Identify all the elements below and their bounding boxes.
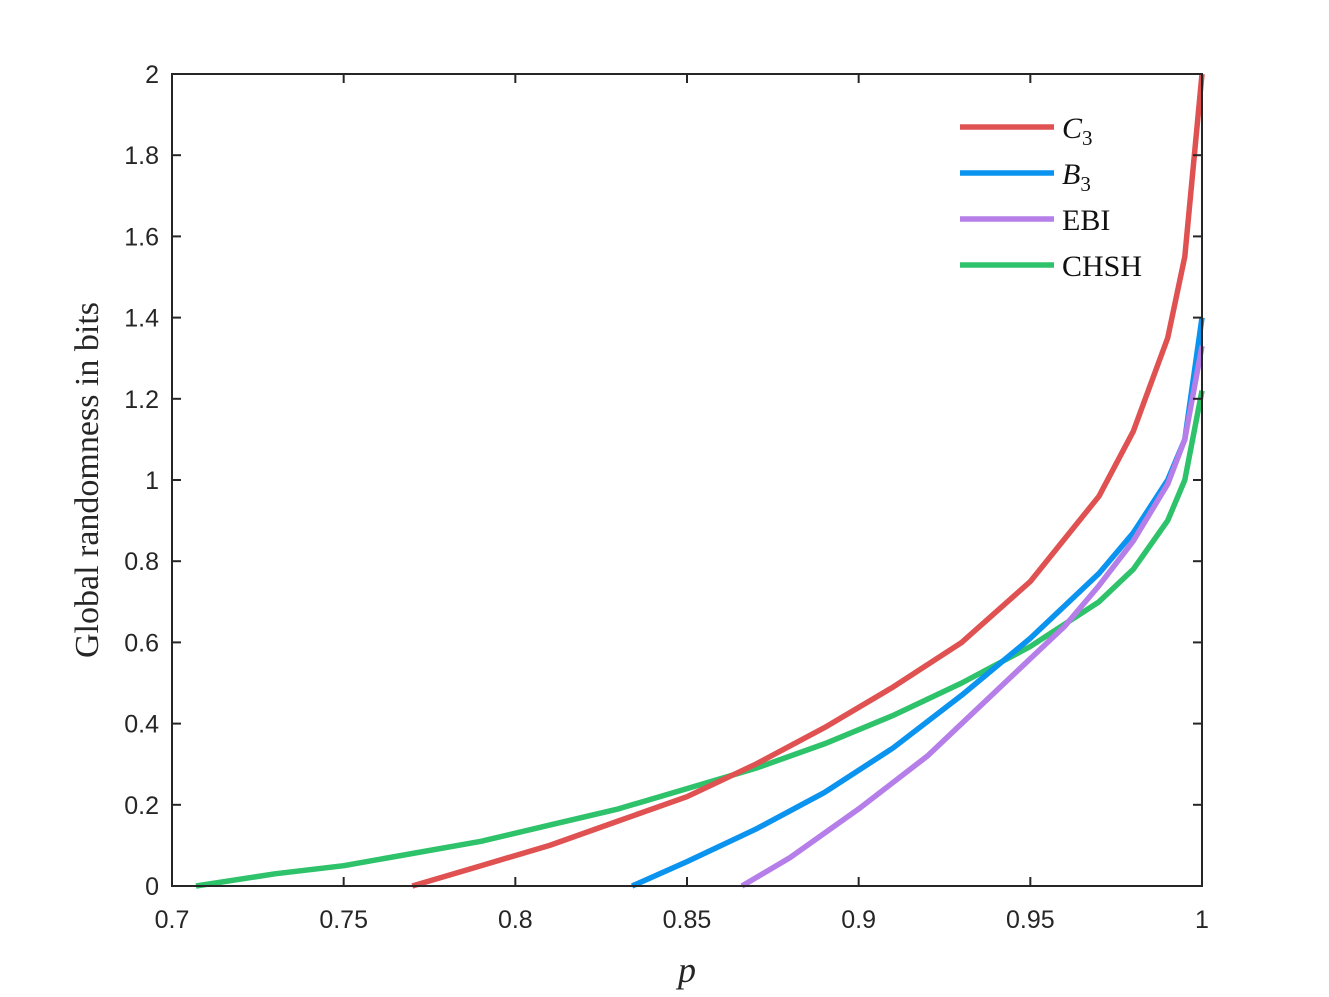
x-tick-label: 0.75 (319, 906, 368, 934)
x-axis-label: p (675, 950, 696, 990)
y-axis-label: Global randomness in bits (69, 302, 106, 658)
ticks-layer (171, 73, 1203, 887)
y-tick-label: 1.4 (124, 305, 159, 333)
series-line-ebi (740, 345, 1205, 889)
y-tick-label: 1.2 (124, 386, 159, 414)
x-tick-label: 0.85 (663, 906, 712, 934)
y-tick-label: 2 (145, 61, 159, 89)
tick-labels-layer: 0.7 0.75 0.8 0.85 0.9 0.95 1 0 0.2 0.4 0.6 0.8 1 1.2 1… (124, 61, 1209, 934)
y-tick-label: 0.4 (124, 711, 159, 739)
y-tick-label: 1.8 (124, 142, 159, 170)
series-line-chsh (195, 390, 1205, 889)
y-tick-label: 1.6 (124, 223, 159, 251)
legend-label-ebi: EBI (1062, 204, 1110, 237)
legend-label-chsh: CHSH (1062, 250, 1142, 283)
series-layer (195, 73, 1205, 889)
series-line-c (411, 73, 1205, 889)
x-tick-label: 1 (1195, 906, 1209, 934)
x-tick-label: 0.9 (841, 906, 876, 934)
y-tick-label: 0 (145, 873, 159, 901)
x-tick-label: 0.95 (1006, 906, 1055, 934)
y-tick-label: 1 (145, 467, 159, 495)
y-tick-label: 0.8 (124, 548, 159, 576)
legend: C3 B3 EBI CHSH (960, 112, 1142, 283)
y-tick-label: 0.2 (124, 792, 159, 820)
legend-label-b: B3 (1062, 158, 1091, 196)
x-tick-label: 0.7 (155, 906, 190, 934)
legend-label-c: C3 (1062, 112, 1093, 150)
x-tick-label: 0.8 (498, 906, 533, 934)
y-tick-label: 0.6 (124, 629, 159, 657)
